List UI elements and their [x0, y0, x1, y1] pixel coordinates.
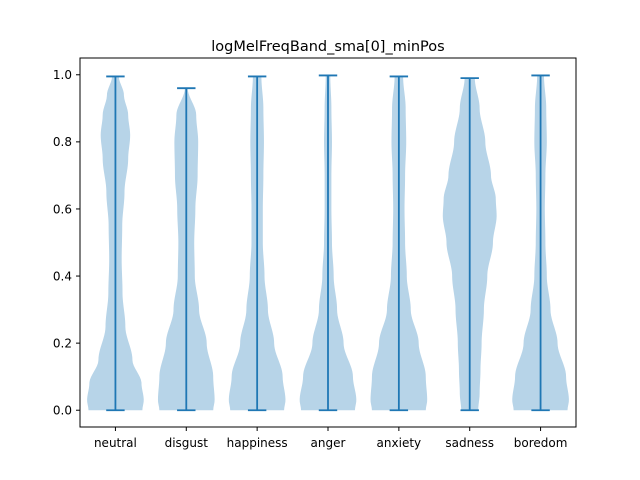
x-tick-label-disgust: disgust	[165, 436, 209, 450]
y-tick-label: 0.0	[53, 404, 72, 418]
y-tick-label: 0.6	[53, 202, 72, 216]
y-tick-label: 0.4	[53, 269, 72, 283]
x-tick-label-boredom: boredom	[514, 436, 568, 450]
chart-title: logMelFreqBand_sma[0]_minPos	[211, 39, 444, 55]
y-tick-label: 1.0	[53, 68, 72, 82]
x-tick-label-happiness: happiness	[227, 436, 288, 450]
x-axis: neutral disgust happiness anger anxiety sadne…	[94, 427, 567, 450]
y-axis: 0.0 0.2 0.4 0.6 0.8 1.0	[53, 68, 80, 418]
whiskers-layer	[106, 74, 550, 412]
x-tick-label-sadness: sadness	[445, 436, 494, 450]
x-tick-label-anxiety: anxiety	[377, 436, 422, 450]
plot-frame	[79, 57, 577, 428]
y-tick-label: 0.2	[53, 336, 72, 350]
x-tick-label-neutral: neutral	[94, 436, 137, 450]
x-tick-label-anger: anger	[311, 436, 346, 450]
y-tick-label: 0.8	[53, 135, 72, 149]
